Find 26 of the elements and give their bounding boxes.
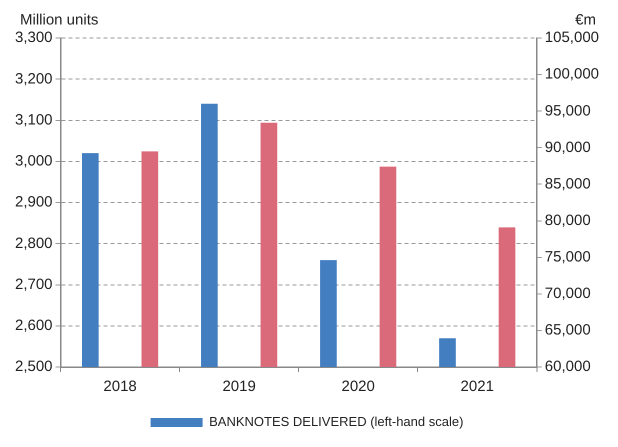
x-tick-label: 2021 [460, 378, 494, 396]
y2-tick-label: 85,000 [544, 175, 591, 192]
y-tick-label: 3,200 [14, 70, 53, 88]
y2-axis-title: €m [575, 12, 596, 29]
y-tick-label: 3,300 [14, 29, 53, 46]
y-axis-title: Million units [20, 12, 98, 29]
y2-tick-label: 90,000 [544, 138, 591, 156]
y-tick-label: 2,800 [14, 234, 53, 252]
y-tick-label: 3,000 [14, 152, 53, 170]
y2-tick-label: 80,000 [544, 212, 591, 229]
y2-tick-label: 105,000 [544, 29, 600, 46]
y-tick-label: 2,700 [14, 276, 53, 293]
y-tick-label: 2,900 [14, 194, 53, 211]
y-tick-label: 2,500 [14, 358, 53, 376]
legend-label: BANKNOTES DELIVERED (left-hand scale) [209, 414, 464, 430]
y2-tick-label: 95,000 [544, 102, 591, 120]
y2-tick-label: 100,000 [544, 66, 600, 83]
y-tick-label: 2,600 [14, 317, 53, 334]
y2-tick-label: 70,000 [544, 285, 591, 302]
y2-tick-label: 60,000 [544, 358, 591, 376]
y2-tick-label: 65,000 [544, 322, 591, 339]
x-tick-label: 2020 [342, 378, 375, 396]
x-tick-label: 2018 [103, 378, 137, 396]
y-tick-label: 3,100 [14, 111, 53, 128]
y2-tick-label: 75,000 [544, 248, 591, 266]
x-tick-label: 2019 [222, 378, 256, 396]
